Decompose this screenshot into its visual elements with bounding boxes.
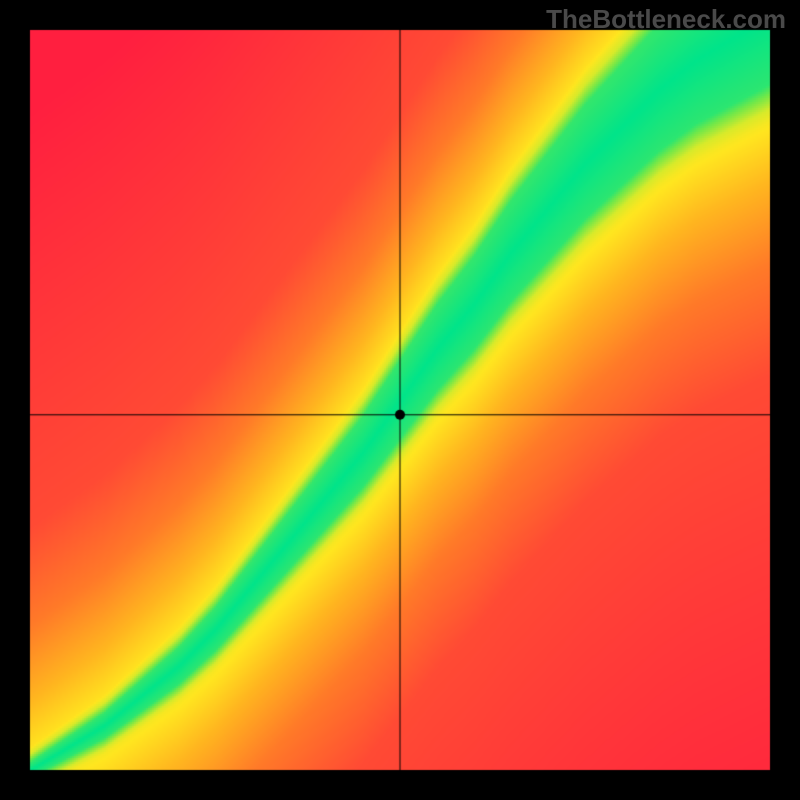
chart-container: TheBottleneck.com (0, 0, 800, 800)
bottleneck-heatmap (0, 0, 800, 800)
watermark-text: TheBottleneck.com (546, 4, 786, 35)
